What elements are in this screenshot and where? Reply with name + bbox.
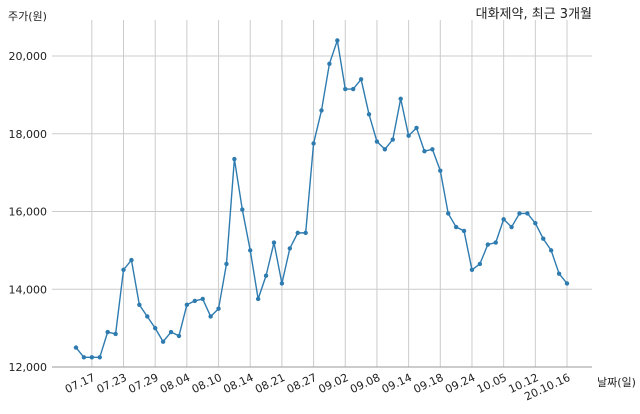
data-point [137,302,142,307]
data-point [311,141,316,146]
y-tick-label: 16,000 [9,206,48,219]
data-point [493,240,498,245]
data-point [485,242,491,247]
data-point [350,86,356,92]
data-point [319,108,324,113]
x-tick-label: 09.02 [316,371,350,396]
series-line-group [75,39,568,358]
x-tick-label: 10.05 [475,371,509,396]
data-point [374,139,380,144]
data-point [541,236,546,241]
data-point [184,302,190,307]
data-point [406,133,411,138]
data-point [430,147,435,152]
data-point [152,325,158,331]
data-point [255,296,261,302]
x-tick-label: 07.23 [95,371,129,396]
data-point [176,333,182,339]
data-point [477,261,483,267]
data-point [390,137,395,142]
data-point [200,296,205,302]
data-point [461,228,467,234]
data-point [564,281,570,286]
data-point [327,61,332,66]
grid [52,20,592,368]
x-tick-label: 07.17 [63,371,97,396]
data-point [548,248,554,253]
data-point [81,355,87,360]
data-point [343,86,348,92]
data-point [422,149,427,154]
data-point [97,355,102,360]
data-point [556,271,562,276]
data-points [73,38,570,360]
y-axis-label: 주가(원) [8,10,47,23]
y-tick-label: 20,000 [9,50,48,63]
y-tick-label: 18,000 [9,128,48,141]
data-point [105,329,110,335]
data-point [446,211,451,216]
data-point [248,248,253,253]
x-tick-label: 08.21 [253,371,287,396]
data-point [295,230,300,236]
y-tick-label: 14,000 [9,283,48,296]
x-tick-label: 08.10 [190,371,224,396]
data-point [509,224,514,230]
data-point [113,331,118,337]
data-point [271,240,277,245]
x-tick-label: 09.18 [412,371,446,396]
y-tick-labels: 12,000 14,000 16,000 18,000 20,000 [9,50,48,374]
data-point [263,273,269,278]
data-point [168,329,174,335]
x-axis-label: 날짜(일) [597,375,636,389]
data-point [216,306,221,311]
data-point [232,156,237,162]
data-point [240,207,245,212]
x-tick-label: 09.08 [348,371,382,396]
data-point [525,211,530,216]
data-point [533,220,538,226]
data-point [224,261,229,267]
data-point [208,314,213,319]
x-tick-label: 08.14 [221,371,255,396]
data-point [414,125,419,131]
data-point [73,345,79,350]
data-point [517,211,522,216]
data-point [335,38,340,43]
data-point [129,257,134,263]
data-point [160,339,166,344]
x-tick-label: 08.27 [285,371,319,396]
x-tick-labels: 07.1707.2307.2908.0408.1008.1408.2108.27… [63,371,572,403]
data-point [469,267,475,273]
data-point [121,267,126,273]
data-point [279,281,285,286]
data-point [358,77,364,82]
data-point [303,230,308,236]
chart-title: 대화제약, 최근 3개월 [476,7,592,22]
data-point [145,314,150,319]
data-point [287,246,293,251]
data-point [453,224,459,230]
data-point [366,112,372,117]
x-tick-label: 09.24 [443,371,477,396]
data-point [192,298,197,304]
data-point [382,147,388,152]
x-tick-label: 08.04 [158,371,192,396]
data-point [438,168,443,173]
data-point [501,217,506,222]
y-tick-label: 12,000 [9,361,48,374]
data-point [89,355,95,360]
data-point [398,96,403,101]
x-tick-label: 07.29 [126,371,160,396]
x-tick-label: 09.14 [380,371,414,396]
series-line [75,39,568,358]
